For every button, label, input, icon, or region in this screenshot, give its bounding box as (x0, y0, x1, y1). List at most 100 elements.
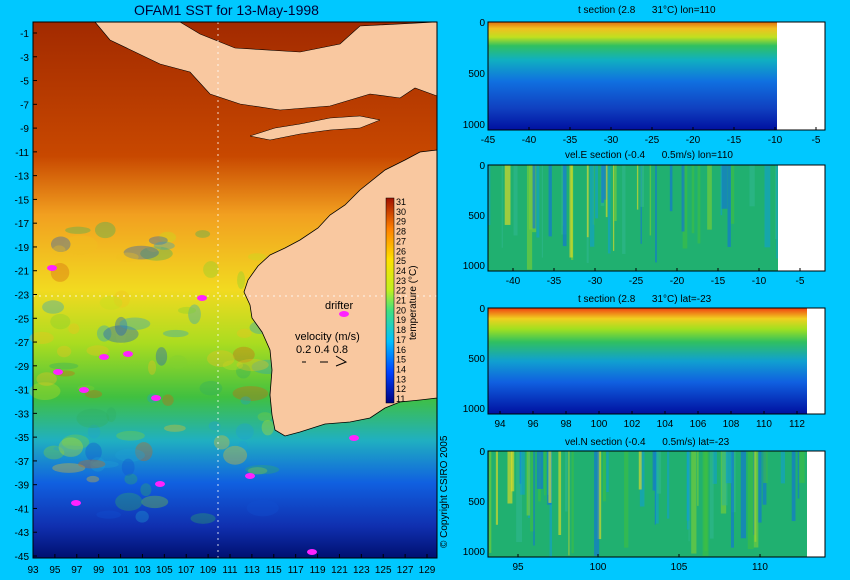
panel-y-tick-label: 1000 (463, 120, 486, 131)
velocity-scale: 0.2 0.4 0.8 (296, 344, 348, 356)
lat-tick-label: -13 (15, 172, 30, 183)
colorbar-tick-label: 14 (396, 364, 406, 374)
velocity-scale-arrows (302, 355, 348, 367)
lat-tick-label: -29 (15, 362, 30, 373)
lon-tick-label: 105 (156, 565, 173, 576)
lat-tick-label: -37 (15, 457, 30, 468)
lat-tick-label: -9 (20, 124, 29, 135)
lat-tick-label: -5 (20, 77, 29, 88)
lat-tick-label: -27 (15, 338, 30, 349)
panel-x-tick-label: -35 (563, 135, 578, 146)
colorbar-tick-label: 30 (396, 207, 406, 217)
colorbar-tick-label: 17 (396, 335, 406, 345)
colorbar-tick-label: 18 (396, 325, 406, 335)
lat-tick-label: -33 (15, 409, 30, 420)
lon-tick-label: 107 (178, 565, 195, 576)
panel-x-tick-label: -45 (481, 135, 496, 146)
colorbar-tick-label: 11 (396, 394, 405, 404)
panel-y-tick-label: 0 (479, 18, 485, 29)
lat-tick-label: -19 (15, 243, 30, 254)
panel-x-tick-label: 98 (560, 419, 572, 430)
lat-tick-label: -31 (15, 386, 30, 397)
panel-x-tick-label: -25 (645, 135, 660, 146)
panel-title-u-lon: vel.E section (-0.4 0.5m/s) lon=110 (565, 150, 733, 161)
panel-x-tick-label: 95 (512, 562, 524, 573)
lon-tick-label: 97 (71, 565, 83, 576)
panel-y-tick-label: 500 (468, 211, 485, 222)
lat-tick-label: -23 (15, 291, 30, 302)
colorbar-label: temperature (°C) (408, 265, 419, 340)
lat-tick-label: -25 (15, 314, 30, 325)
drifter-label: drifter (325, 300, 354, 312)
lon-tick-label: 101 (112, 565, 129, 576)
panel-x-tick-label: -30 (604, 135, 619, 146)
panel-title-t-lon: t section (2.8 31°C) lon=110 (578, 5, 716, 16)
panel-x-tick-label: -20 (670, 276, 685, 287)
lon-tick-label: 121 (331, 565, 348, 576)
lat-tick-label: -45 (15, 552, 30, 563)
lon-tick-label: 115 (266, 565, 282, 576)
panel-x-tick-label: -40 (506, 276, 521, 287)
panel-x-tick-label: -20 (686, 135, 701, 146)
sst-map: -1 -3 -5 -7 -9 -11 -13 -15 -17 -19 -21 -23 -25 -27 -29… (15, 21, 438, 576)
lon-tick-label: 95 (49, 565, 61, 576)
panel-x-tick-label: -5 (812, 135, 821, 146)
panel-x-tick-label: 94 (494, 419, 506, 430)
lat-tick-label: -35 (15, 433, 30, 444)
drifter-marker (123, 351, 133, 357)
drifter-marker (47, 265, 57, 271)
colorbar-tick-label: 26 (396, 246, 406, 256)
panel-x-tick-label: -35 (547, 276, 562, 287)
lat-tick-label: -15 (15, 195, 30, 206)
panel-x-tick-label: 102 (624, 419, 641, 430)
section-panel-t-lat: 0 500 1000 94 96 98 100 102 104 106 108 110 112 (463, 304, 826, 430)
panel-x-tick-label: 108 (723, 419, 740, 430)
panel-x-tick-label: 110 (752, 562, 768, 573)
panel-x-tick-label: -30 (588, 276, 603, 287)
panel-y-tick-label: 500 (468, 354, 485, 365)
colorbar-tick-label: 25 (396, 256, 406, 266)
panel-x-tick-label: 112 (789, 419, 805, 430)
lon-tick-label: 103 (134, 565, 151, 576)
panel-x-tick-label: -15 (727, 135, 742, 146)
colorbar (385, 197, 395, 404)
colorbar-tick-label: 27 (396, 236, 406, 246)
colorbar-tick-label: 19 (396, 315, 406, 325)
colorbar-tick-label: 12 (396, 384, 406, 394)
drifter-marker (245, 473, 255, 479)
drifter-marker (155, 481, 165, 487)
panel-x-tick-label: 106 (690, 419, 707, 430)
panel-x-tick-label: -10 (752, 276, 767, 287)
lat-tick-label: -11 (15, 148, 29, 159)
lon-tick-label: 117 (288, 565, 304, 576)
colorbar-tick-label: 31 (396, 197, 406, 207)
lat-tick-label: -41 (15, 504, 30, 515)
panel-x-tick-label: 100 (590, 562, 607, 573)
drifter-marker (197, 295, 207, 301)
lat-tick-label: -43 (15, 528, 30, 539)
lon-tick-label: 111 (222, 565, 238, 576)
drifter-marker (71, 500, 81, 506)
panel-x-tick-label: 105 (671, 562, 688, 573)
drifter-marker (307, 549, 317, 555)
colorbar-tick-label: 23 (396, 276, 406, 286)
section-panel-t-lon: 0 500 1000 -45 -40 -35 -30 -25 -20 -15 -10 -5 (463, 18, 826, 146)
section-panel-u-lon: 0 500 1000 -40 -35 -30 -25 -20 -15 -10 -5 (463, 161, 826, 287)
drifter-marker (53, 369, 63, 375)
drifter-marker (151, 395, 161, 401)
panel-x-tick-label: 96 (527, 419, 539, 430)
lon-tick-label: 119 (310, 565, 326, 576)
panel-y-tick-label: 1000 (463, 404, 486, 415)
lon-tick-label: 123 (353, 565, 370, 576)
drifter-marker (79, 387, 89, 393)
colorbar-tick-label: 15 (396, 355, 406, 365)
colorbar-tick-label: 16 (396, 345, 406, 355)
land-indonesia (94, 21, 438, 111)
lat-tick-label: -7 (20, 100, 29, 111)
panel-title-v-lat: vel.N section (-0.4 0.5m/s) lat=-23 (565, 437, 730, 448)
section-panel-v-lat: 0 500 1000 95 100 105 110 (463, 447, 826, 573)
lat-tick-label: -39 (15, 481, 30, 492)
colorbar-tick-label: 20 (396, 305, 406, 315)
colorbar-tick-label: 21 (396, 296, 406, 306)
